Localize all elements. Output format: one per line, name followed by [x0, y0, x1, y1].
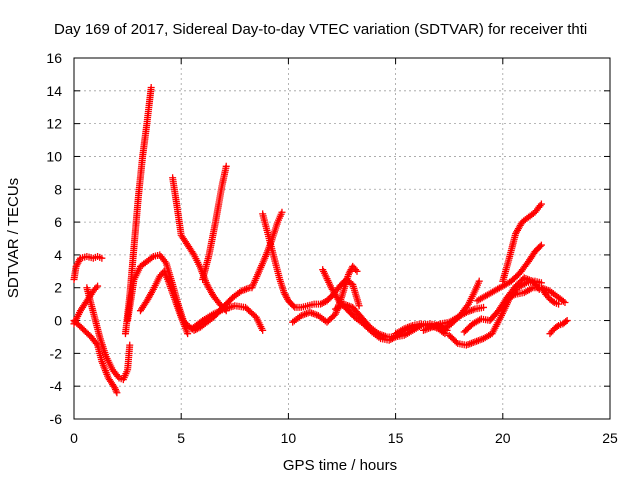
series-sat-i	[199, 162, 230, 284]
data-point	[111, 385, 119, 393]
data-point	[388, 335, 396, 343]
x-axis-label: GPS time / hours	[283, 457, 397, 474]
x-tick-label: 5	[177, 430, 185, 446]
data-point	[536, 202, 544, 210]
data-point	[189, 249, 197, 257]
data-point	[147, 84, 155, 92]
x-tick-label: 15	[388, 430, 404, 446]
data-point	[94, 282, 102, 290]
series-sat-f	[124, 251, 254, 334]
data-point	[222, 162, 230, 170]
y-tick-label: -6	[50, 411, 63, 427]
chart-title: Day 169 of 2017, Sidereal Day-to-day VTE…	[54, 21, 587, 38]
data-point	[318, 299, 326, 307]
data-point	[563, 317, 571, 325]
data-point	[561, 298, 569, 306]
data-point	[537, 200, 545, 208]
data-point	[112, 387, 120, 395]
series-sat-q	[419, 303, 488, 334]
series-sat-u	[473, 241, 545, 305]
y-tick-label: 12	[46, 116, 62, 132]
data-point	[562, 318, 570, 326]
series-sat-r	[439, 277, 483, 334]
y-tick-label: 10	[46, 148, 62, 164]
y-tick-label: -4	[50, 378, 63, 394]
data-point	[161, 257, 169, 265]
data-point	[480, 303, 488, 311]
series-sat-d	[83, 284, 134, 384]
x-tick-label: 20	[495, 430, 511, 446]
data-point	[536, 242, 544, 250]
data-point	[555, 300, 563, 308]
data-point	[184, 330, 192, 338]
y-tick-label: 14	[46, 83, 62, 99]
data-point	[317, 300, 325, 308]
data-point	[148, 287, 156, 295]
data-points	[70, 84, 571, 397]
data-point	[463, 302, 471, 310]
y-tick-label: 16	[46, 50, 62, 66]
data-point	[98, 254, 106, 262]
data-point	[553, 323, 561, 331]
axis-ticks	[73, 57, 611, 420]
data-point	[475, 277, 483, 285]
series-sat-v	[499, 200, 545, 285]
data-point	[355, 302, 363, 310]
y-tick-label: 0	[54, 313, 62, 329]
x-tick-labels: 0 5 10 15 20 25	[70, 430, 618, 446]
y-tick-label: 2	[54, 280, 62, 296]
series-sat-t	[460, 274, 543, 336]
series-sat-l	[248, 208, 286, 292]
data-point	[126, 341, 134, 349]
data-point	[259, 326, 267, 334]
series-sat-a	[70, 253, 106, 284]
data-point	[278, 208, 286, 216]
data-point	[549, 297, 557, 305]
data-point	[559, 297, 567, 305]
x-tick-label: 10	[281, 430, 297, 446]
data-point	[452, 338, 460, 346]
plot-frame	[73, 57, 611, 420]
data-point	[92, 284, 100, 292]
data-point	[352, 266, 360, 274]
series-sat-g	[136, 267, 192, 338]
x-tick-label: 25	[602, 430, 618, 446]
x-tick-label: 0	[70, 430, 78, 446]
data-point	[537, 241, 545, 249]
series-sat-y	[546, 317, 571, 338]
data-point	[111, 384, 119, 392]
data-point	[320, 298, 328, 306]
data-point	[290, 302, 298, 310]
series-sat-b	[70, 317, 121, 397]
grid	[74, 58, 610, 419]
data-point	[113, 389, 121, 397]
data-point	[92, 340, 100, 348]
y-tick-labels: -6 -4 -2 0 2 4 6 8 10 12 14 16	[46, 50, 62, 427]
y-tick-label: 8	[54, 181, 62, 197]
y-tick-label: -2	[50, 345, 63, 361]
data-point	[353, 267, 361, 275]
y-axis-label: SDTVAR / TECUs	[5, 178, 22, 298]
series-sat-x	[537, 284, 563, 308]
data-point	[148, 254, 156, 262]
y-tick-label: 4	[54, 247, 62, 263]
series-sat-j	[188, 302, 267, 334]
y-tick-label: 6	[54, 214, 62, 230]
